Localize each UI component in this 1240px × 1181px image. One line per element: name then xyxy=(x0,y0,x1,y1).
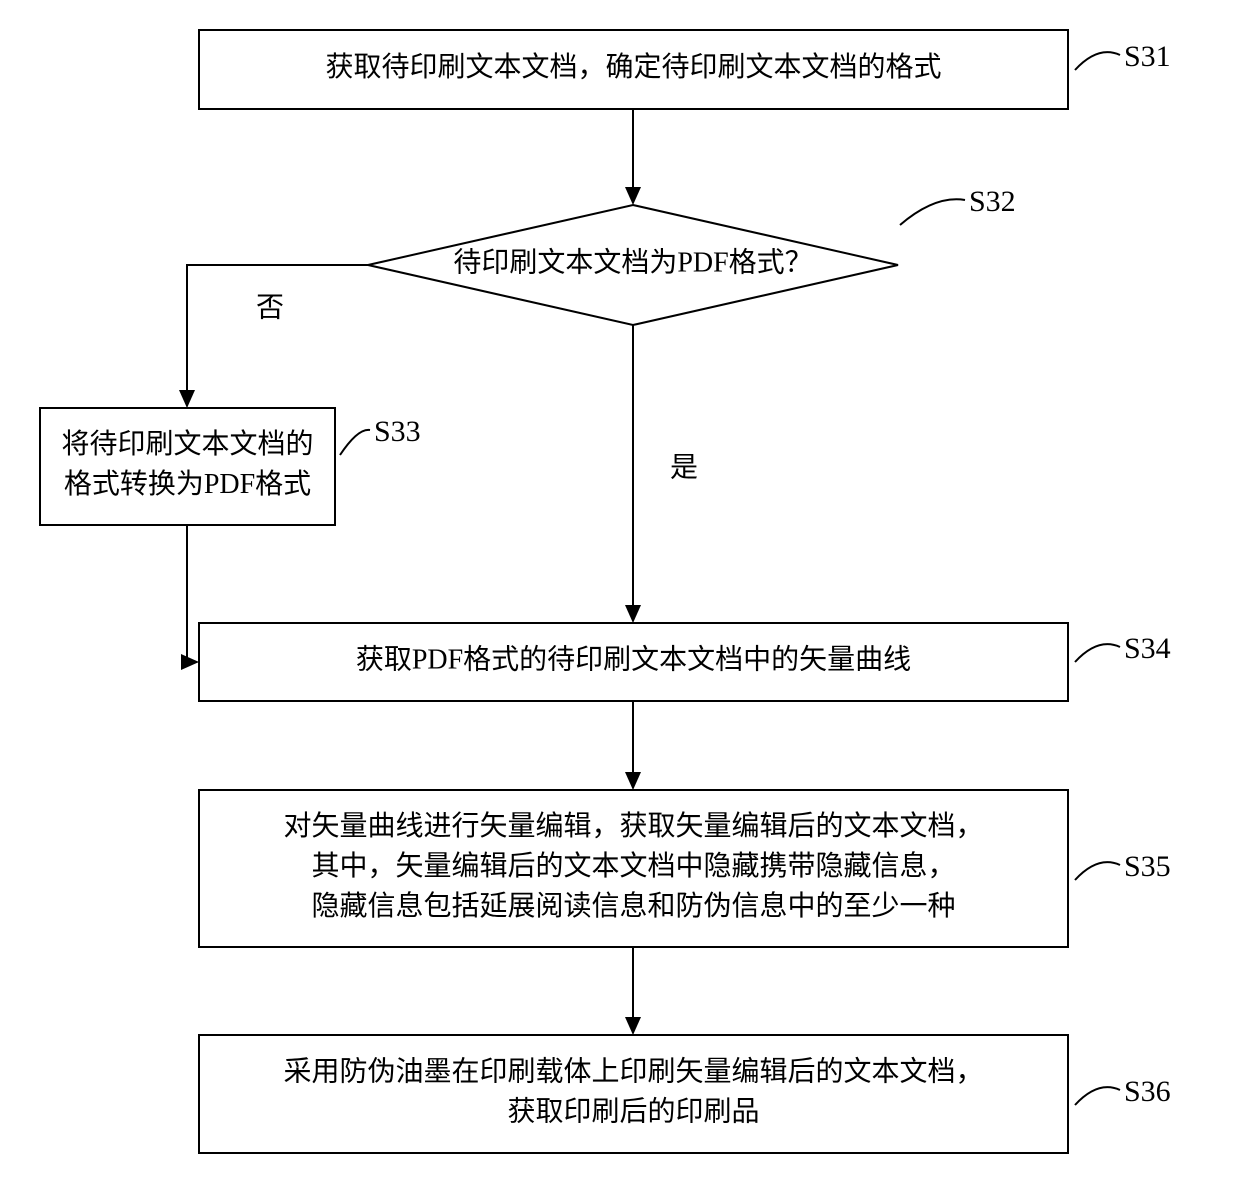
step-leader xyxy=(1075,862,1120,880)
flow-step-text: 格式转换为PDF格式 xyxy=(64,468,311,500)
step-label: S36 xyxy=(1124,1075,1171,1108)
arrow-head xyxy=(625,772,641,790)
step-label: S35 xyxy=(1124,850,1171,883)
arrow-head xyxy=(625,605,641,623)
flow-step-text: 待印刷文本文档为PDF格式？ xyxy=(453,246,812,278)
flow-step-text: 其中，矢量编辑后的文本文档中隐藏携带隐藏信息， xyxy=(311,850,955,882)
flow-step-text: 对矢量曲线进行矢量编辑，获取矢量编辑后的文本文档， xyxy=(283,810,983,842)
edge-label: 否 xyxy=(256,292,284,323)
flow-edge xyxy=(187,525,197,662)
flow-step-s33 xyxy=(40,408,335,525)
flow-step-text: 获取PDF格式的待印刷文本文档中的矢量曲线 xyxy=(356,643,911,675)
edge-label: 是 xyxy=(670,452,698,483)
arrow-head xyxy=(181,654,199,670)
flow-step-text: 获取印刷后的印刷品 xyxy=(507,1095,759,1127)
step-leader xyxy=(1075,52,1120,70)
step-leader xyxy=(1075,644,1120,662)
step-label: S31 xyxy=(1124,40,1171,73)
step-label: S34 xyxy=(1124,632,1171,665)
flowchart-diagram: 否是 获取待印刷文本文档，确定待印刷文本文档的格式 S31 待印刷文本文档为PDF格式… xyxy=(0,0,1240,1181)
arrow-head xyxy=(625,187,641,205)
arrow-head xyxy=(179,390,195,408)
flow-step-text: 将待印刷文本文档的 xyxy=(61,428,313,460)
step-label: S32 xyxy=(969,185,1016,218)
flow-step-text: 隐藏信息包括延展阅读信息和防伪信息中的至少一种 xyxy=(311,890,955,922)
arrow-head xyxy=(625,1017,641,1035)
step-leader xyxy=(1075,1087,1120,1105)
flow-step-s36 xyxy=(199,1035,1068,1153)
step-leader xyxy=(340,430,370,455)
flow-step-text: 获取待印刷文本文档，确定待印刷文本文档的格式 xyxy=(325,51,941,83)
flow-step-text: 采用防伪油墨在印刷载体上印刷矢量编辑后的文本文档， xyxy=(283,1055,983,1087)
flow-edge xyxy=(187,265,368,406)
step-label: S33 xyxy=(374,415,421,448)
step-leader xyxy=(900,199,965,225)
